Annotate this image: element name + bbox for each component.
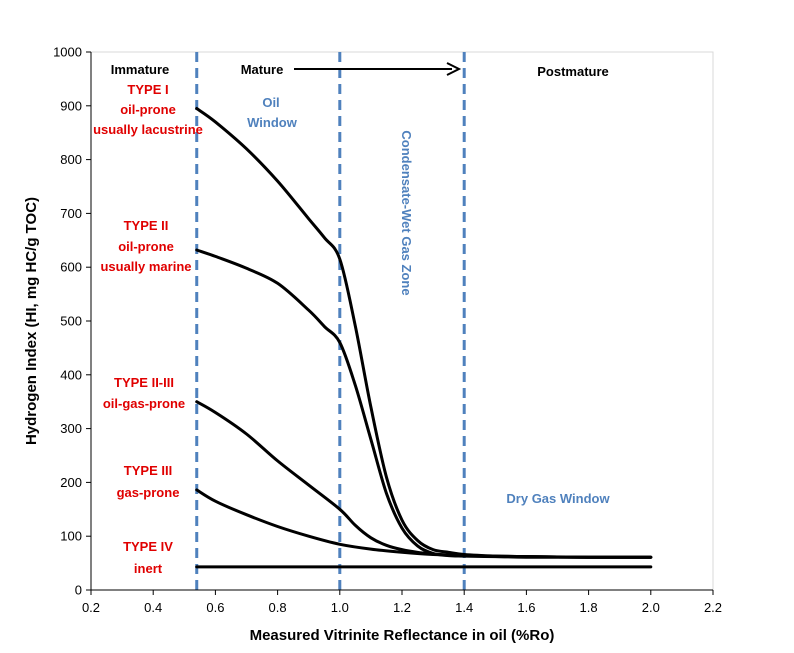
zone-label-dry-gas-window: Dry Gas Window (506, 491, 610, 506)
maturity-boundaries (195, 52, 466, 590)
x-tick-label: 2.2 (704, 600, 722, 615)
x-tick-label: 0.2 (82, 600, 100, 615)
type-ii-iii-label-line-1: TYPE II-III (114, 375, 174, 390)
axes: 0 100 200 300 400 500 600 700 800 900 1000 0.2 0.4 0.… (23, 45, 722, 645)
zone-label-immature: Immature (111, 62, 170, 77)
zone-label-oil-window-line-1: Oil (262, 95, 279, 110)
x-tick-label: 0.8 (269, 600, 287, 615)
type-i-label-line-3: usually lacustrine (93, 122, 203, 137)
y-tick-label: 900 (60, 98, 82, 113)
y-tick-label: 500 (60, 314, 82, 329)
x-axis-title: Measured Vitrinite Reflectance in oil (%… (250, 627, 555, 644)
x-tick-label: 1.4 (455, 600, 473, 615)
x-tick-label: 0.6 (206, 600, 224, 615)
type-ii-label-line-1: TYPE II (124, 218, 169, 233)
type-ii-iii-label-line-2: oil-gas-prone (103, 396, 185, 411)
plot-border (90, 51, 714, 591)
x-tick-label: 1.2 (393, 600, 411, 615)
type-iii-curve (195, 488, 653, 559)
y-tick-label: 1000 (53, 45, 82, 60)
mature-arrow-head (446, 62, 462, 76)
type-ii-label-line-2: oil-prone (118, 239, 174, 254)
plot-area (90, 51, 714, 591)
zone-label-postmature: Postmature (537, 64, 609, 79)
y-tick-label: 300 (60, 421, 82, 436)
annotation-labels: Immature Mature Postmature Oil Window Condens… (93, 62, 610, 576)
y-tick-label: 600 (60, 260, 82, 275)
zone-label-oil-window-line-2: Window (247, 115, 298, 130)
x-tick-label: 2.0 (642, 600, 660, 615)
y-tick-label: 0 (75, 583, 82, 598)
y-tick-label: 200 (60, 475, 82, 490)
x-tick-label: 1.6 (517, 600, 535, 615)
y-tick-label: 400 (60, 367, 82, 382)
x-tick-label: 0.4 (144, 600, 162, 615)
type-i-label-line-2: oil-prone (120, 102, 176, 117)
zone-label-mature: Mature (241, 62, 284, 77)
y-tick-label: 700 (60, 206, 82, 221)
type-iii-label-line-1: TYPE III (124, 463, 172, 478)
y-tick-label: 100 (60, 529, 82, 544)
x-tick-label: 1.0 (331, 600, 349, 615)
y-axis-title: Hydrogen Index (HI, mg HC/g TOC) (23, 197, 40, 445)
type-iv-label-line-2: inert (134, 561, 163, 576)
type-i-label-line-1: TYPE I (127, 82, 168, 97)
x-tick-label: 1.8 (580, 600, 598, 615)
type-ii-label-line-3: usually marine (100, 259, 191, 274)
series-group (195, 107, 653, 569)
type-iii-label-line-2: gas-prone (117, 485, 180, 500)
type-iv-label-line-1: TYPE IV (123, 539, 173, 554)
y-tick-label: 800 (60, 152, 82, 167)
zone-label-condensate-wet-gas: Condensate-Wet Gas Zone (399, 130, 414, 295)
